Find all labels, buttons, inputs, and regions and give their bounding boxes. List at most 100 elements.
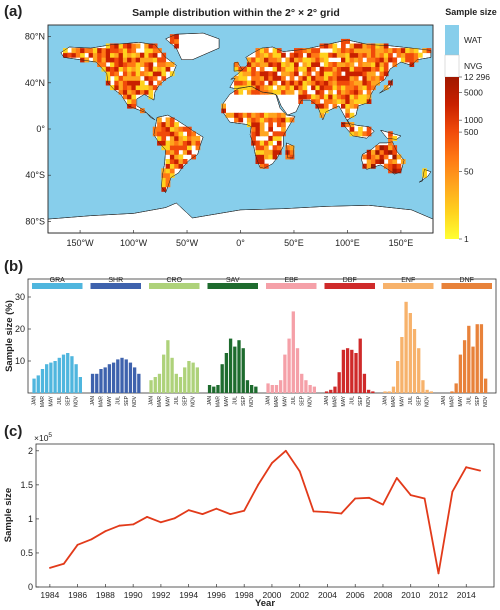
map-cell	[268, 149, 273, 155]
map-cell	[131, 62, 137, 67]
map-cell	[238, 89, 244, 95]
bar	[178, 377, 183, 393]
map-cell	[422, 48, 427, 54]
coastline	[60, 42, 177, 121]
map-cell	[289, 80, 295, 86]
map-cell	[272, 66, 278, 72]
bar-y-tick-label: 10	[15, 356, 25, 366]
map-cell	[272, 149, 278, 155]
map-cell	[182, 126, 188, 132]
map-cell	[148, 57, 154, 63]
map-cell	[157, 80, 162, 86]
map-cell	[165, 117, 171, 123]
map-cell	[345, 112, 350, 118]
map-cell	[319, 89, 325, 95]
month-tick-label: SEP	[475, 395, 481, 406]
map-cell	[366, 66, 372, 72]
map-cell	[182, 135, 188, 141]
bar	[183, 367, 187, 393]
map-cell	[165, 159, 171, 164]
bar	[103, 367, 107, 393]
map-cell	[148, 89, 154, 95]
sample-size-line	[49, 449, 481, 575]
map-cell	[349, 112, 355, 118]
map-cell	[341, 62, 346, 67]
map-cell	[328, 89, 333, 95]
map-cell	[259, 159, 265, 164]
map-cell	[114, 48, 119, 54]
map-cell	[272, 75, 278, 81]
map-cell	[332, 48, 338, 54]
month-tick-label: MAR	[391, 396, 397, 408]
map-cell	[349, 66, 355, 72]
map-cell	[234, 62, 239, 67]
month-tick-label: JAN	[90, 396, 96, 406]
map-cell	[140, 62, 145, 67]
line-point	[229, 513, 232, 515]
map-cell	[135, 71, 141, 77]
map-cell	[353, 89, 359, 95]
month-tick-label: MAY	[458, 395, 464, 406]
map-cell	[157, 126, 162, 132]
map-cell	[375, 43, 380, 49]
bar	[32, 378, 36, 393]
map-cell	[345, 94, 350, 100]
map-cell	[264, 149, 269, 155]
map-cell	[165, 172, 171, 178]
map-cell	[349, 103, 355, 109]
map-cell	[306, 52, 312, 58]
map-cell	[122, 48, 128, 54]
pft-label: SAV	[226, 277, 240, 284]
map-cell	[246, 112, 252, 118]
map-cell	[319, 57, 325, 63]
map-cell	[311, 75, 316, 81]
map-cell	[302, 85, 308, 91]
map-cell	[131, 52, 137, 58]
map-cell	[174, 135, 179, 141]
map-cell	[272, 145, 278, 151]
bar	[36, 375, 40, 393]
coastline	[286, 142, 295, 159]
map-cell	[238, 75, 244, 81]
month-tick-label: SEP	[65, 395, 71, 406]
map-cell	[289, 66, 295, 72]
map-cell	[379, 57, 385, 63]
map-cell	[178, 145, 184, 151]
map-cell	[413, 57, 419, 63]
map-cell	[161, 62, 167, 67]
map-cell	[315, 75, 321, 81]
map-cell	[161, 75, 167, 81]
map-cell	[238, 80, 244, 86]
line-plot-frame	[35, 443, 495, 588]
map-cell	[306, 75, 312, 81]
bar	[358, 338, 362, 393]
map-cell	[366, 163, 372, 169]
line-point	[465, 466, 468, 469]
bar	[228, 338, 233, 393]
map-cell	[165, 66, 171, 72]
map-cell	[264, 71, 269, 77]
map-cell	[323, 85, 329, 91]
line-point	[368, 496, 370, 499]
month-tick-label: JAN	[32, 396, 38, 406]
map-cell	[345, 99, 350, 104]
map-cell	[388, 149, 393, 155]
map-cell	[152, 75, 158, 81]
annual-line-chart: 1984 1986 1988 1990 1992 1994 1996 1998 2000 2002…	[20, 443, 495, 600]
map-cell	[140, 71, 145, 77]
map-cell	[371, 62, 376, 67]
map-cell	[264, 75, 269, 81]
map-cell	[161, 122, 167, 128]
map-cell	[353, 52, 359, 58]
map-cell	[131, 57, 137, 63]
map-cell	[161, 126, 167, 132]
colorbar-nvg-swatch	[444, 54, 460, 78]
map-cell	[174, 126, 179, 132]
map-cell	[161, 131, 167, 137]
bar	[241, 348, 245, 393]
map-cell	[349, 122, 355, 128]
map-cell	[405, 48, 410, 54]
map-cell	[178, 154, 184, 160]
map-cell	[366, 131, 372, 137]
map-cell	[311, 57, 316, 63]
